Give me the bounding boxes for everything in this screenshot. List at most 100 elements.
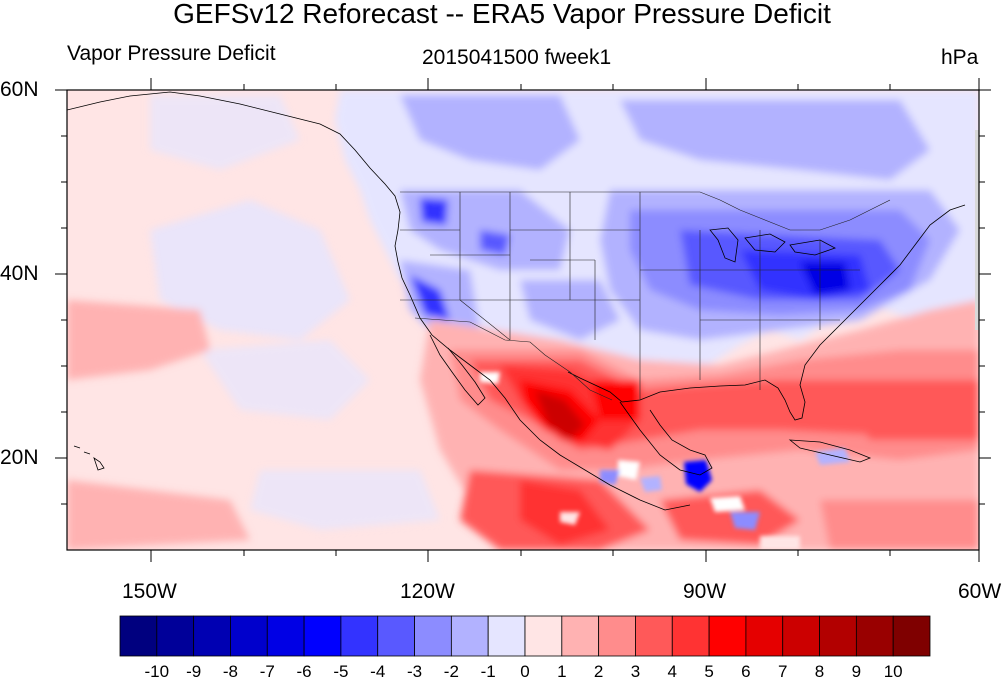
colorbar-label: -2 bbox=[443, 662, 459, 681]
map-plot-area bbox=[67, 90, 979, 550]
colorbar-swatch bbox=[708, 615, 747, 657]
field-region bbox=[620, 100, 930, 180]
x-tick-label: 60W bbox=[958, 580, 1002, 603]
colorbar-swatch bbox=[745, 615, 784, 657]
y-tick-label: 20N bbox=[0, 446, 39, 469]
field-region bbox=[590, 380, 640, 420]
x-tick-label: 120W bbox=[400, 580, 455, 603]
x-tick-label: 90W bbox=[683, 580, 727, 603]
field-region bbox=[67, 300, 210, 380]
colorbar-label: 8 bbox=[814, 662, 825, 681]
field-region bbox=[815, 448, 850, 465]
colorbar-label: -5 bbox=[333, 662, 349, 681]
date-forecast-label: 2015041500 fweek1 bbox=[422, 46, 612, 69]
colorbar-label: 6 bbox=[741, 662, 751, 681]
colorbar-swatch bbox=[119, 615, 158, 657]
field-region bbox=[480, 230, 510, 255]
field-region bbox=[684, 460, 712, 492]
colorbar-swatch bbox=[524, 615, 563, 657]
coastline-north-america bbox=[67, 91, 691, 511]
field-region bbox=[640, 476, 662, 492]
y-tick-label: 40N bbox=[0, 262, 39, 285]
field-region bbox=[760, 536, 800, 550]
colorbar-label: -3 bbox=[406, 662, 423, 681]
y-tick-label: 60N bbox=[0, 78, 39, 101]
colorbar-label: -6 bbox=[296, 662, 312, 681]
field-contours bbox=[67, 90, 979, 550]
colorbar-swatch bbox=[156, 615, 195, 657]
colorbar-swatch bbox=[414, 615, 452, 657]
colorbar-label: 3 bbox=[630, 662, 641, 681]
coastline-cuba bbox=[788, 439, 872, 463]
field-region bbox=[710, 496, 745, 512]
colorbar-label: 9 bbox=[851, 662, 862, 681]
field-region bbox=[730, 512, 760, 530]
colorbar-swatch bbox=[855, 615, 894, 657]
coastline-baja bbox=[429, 334, 486, 406]
x-minor-ticks bbox=[243, 84, 891, 556]
field-region bbox=[618, 460, 640, 480]
field-region bbox=[150, 95, 300, 170]
field-region bbox=[660, 490, 800, 545]
field-region bbox=[400, 95, 580, 170]
colorbar-swatch bbox=[450, 615, 489, 657]
x-tick-label: 150W bbox=[122, 580, 177, 603]
colorbar-label: 1 bbox=[557, 662, 567, 681]
colorbar bbox=[119, 615, 931, 657]
missing-data-strip bbox=[975, 130, 979, 330]
colorbar-label: 2 bbox=[593, 662, 604, 681]
colorbar-swatch bbox=[487, 615, 526, 657]
colorbar-swatch bbox=[266, 615, 305, 657]
colorbar-label: 4 bbox=[667, 662, 677, 681]
colorbar-label: 0 bbox=[520, 662, 530, 681]
field-small-features bbox=[480, 372, 850, 550]
colorbar-label: -9 bbox=[186, 662, 202, 681]
field-region bbox=[600, 470, 620, 485]
y-minor-ticks bbox=[61, 135, 985, 505]
field-region bbox=[150, 200, 350, 340]
colorbar-label: -8 bbox=[222, 662, 239, 681]
colorbar-label: 10 bbox=[883, 662, 903, 681]
colorbar-label: 5 bbox=[704, 662, 714, 681]
variable-label: Vapor Pressure Deficit bbox=[67, 42, 276, 65]
state-lines bbox=[400, 192, 860, 400]
colorbar-label: -1 bbox=[480, 662, 496, 681]
us-mexico-border bbox=[414, 317, 613, 401]
colorbar-swatch bbox=[671, 615, 710, 657]
units-label: hPa bbox=[941, 46, 979, 69]
colorbar-swatch bbox=[377, 615, 415, 657]
coastlines bbox=[67, 91, 966, 511]
field-region bbox=[850, 400, 979, 440]
field-region bbox=[410, 275, 450, 320]
coastline-gulf bbox=[567, 204, 966, 421]
political-borders bbox=[400, 191, 891, 401]
colorbar-swatch bbox=[340, 615, 379, 657]
colorbar-swatch bbox=[819, 615, 857, 657]
field-region bbox=[820, 500, 979, 550]
coastline-yucatan bbox=[619, 401, 713, 476]
map-ticks bbox=[55, 78, 991, 562]
field-region bbox=[420, 198, 448, 225]
colorbar-swatch bbox=[230, 615, 268, 657]
field-region bbox=[535, 390, 585, 440]
colorbar-label: -4 bbox=[370, 662, 386, 681]
colorbar-label: -7 bbox=[259, 662, 275, 681]
field-region bbox=[200, 340, 370, 420]
colorbar-swatch bbox=[892, 615, 931, 657]
colorbar-label: -10 bbox=[144, 662, 170, 681]
colorbar-swatch bbox=[598, 615, 636, 657]
field-region bbox=[67, 480, 250, 550]
colorbar-swatch bbox=[635, 615, 673, 657]
colorbar-swatch bbox=[782, 615, 820, 657]
x-major-ticks bbox=[150, 78, 980, 562]
field-region bbox=[480, 372, 500, 384]
colorbar-label: 7 bbox=[777, 662, 788, 681]
us-canada-border bbox=[400, 191, 891, 231]
field-region bbox=[250, 470, 440, 530]
coastline-great-lakes bbox=[709, 227, 836, 263]
colorbar-swatch bbox=[561, 615, 600, 657]
map-title: GEFSv12 Reforecast -- ERA5 Vapor Pressur… bbox=[173, 0, 831, 29]
colorbar-swatch bbox=[193, 615, 231, 657]
field-region bbox=[560, 512, 580, 525]
